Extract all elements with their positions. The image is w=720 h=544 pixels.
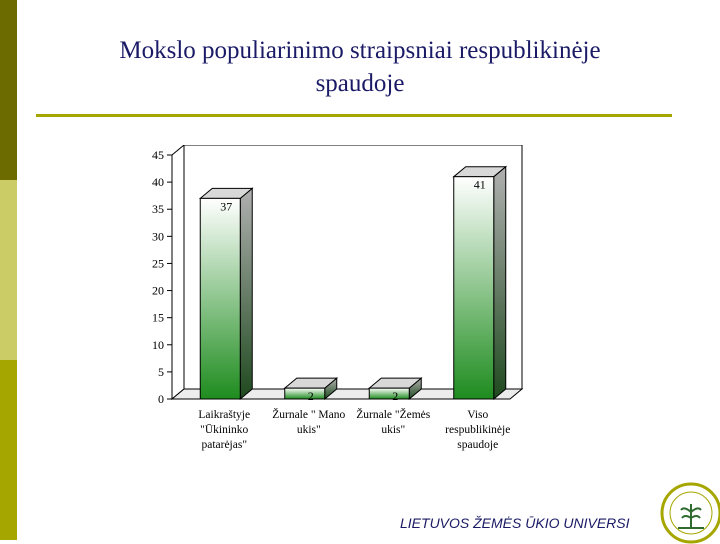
bar: [199, 197, 241, 400]
data-label: 2: [392, 389, 398, 403]
side-bar-bottom: [0, 360, 17, 540]
side-bar-top: [0, 0, 17, 180]
y-tick-label: 5: [158, 365, 164, 379]
left-wall: [171, 145, 185, 401]
title-divider: [36, 114, 672, 117]
category-label: respublikinėje: [445, 424, 510, 436]
y-tick-label: 30: [152, 229, 164, 243]
data-label: 2: [308, 389, 314, 403]
bar-chart: 0 5 10 15 20 25 30 35 40 45 37 Laikraštyje "Ūkininko…: [152, 145, 524, 451]
university-logo-icon: [660, 482, 720, 544]
category-label: Žurnale "Žemės: [356, 407, 431, 421]
bar: [453, 176, 495, 400]
category-label: spaudoje: [457, 439, 498, 451]
category-label: Žurnale " Mano: [272, 407, 345, 421]
category-label: patarėjas": [201, 439, 247, 451]
y-tick-label: 40: [152, 175, 164, 189]
category-label: ukis": [381, 424, 405, 436]
title-line-1: Mokslo populiarinimo straipsniai respubl…: [119, 37, 601, 64]
data-label: 41: [474, 178, 486, 192]
bar: [368, 387, 410, 400]
y-tick-label: 0: [158, 392, 164, 406]
y-tick-label: 45: [152, 148, 164, 162]
y-tick-label: 35: [152, 202, 164, 216]
side-bar-middle: [0, 180, 17, 360]
bar-side: [239, 187, 253, 401]
slide-title: Mokslo populiarinimo straipsniai respubl…: [40, 34, 680, 100]
university-name: LIETUVOS ŽEMĖS ŪKIO UNIVERSI: [400, 515, 630, 531]
category-label: Viso: [467, 409, 488, 421]
bar: [284, 387, 326, 400]
y-tick-label: 15: [152, 311, 164, 325]
category-label: ukis": [297, 424, 321, 436]
category-label: Laikraštyje: [198, 409, 250, 421]
data-label: 37: [220, 199, 232, 213]
title-line-2: spaudoje: [315, 70, 405, 97]
y-tick-label: 10: [152, 338, 164, 352]
y-tick-label: 20: [152, 284, 164, 298]
category-label: "Ūkininko: [200, 423, 248, 436]
bar-side: [493, 165, 507, 401]
y-tick-label: 25: [152, 256, 164, 270]
